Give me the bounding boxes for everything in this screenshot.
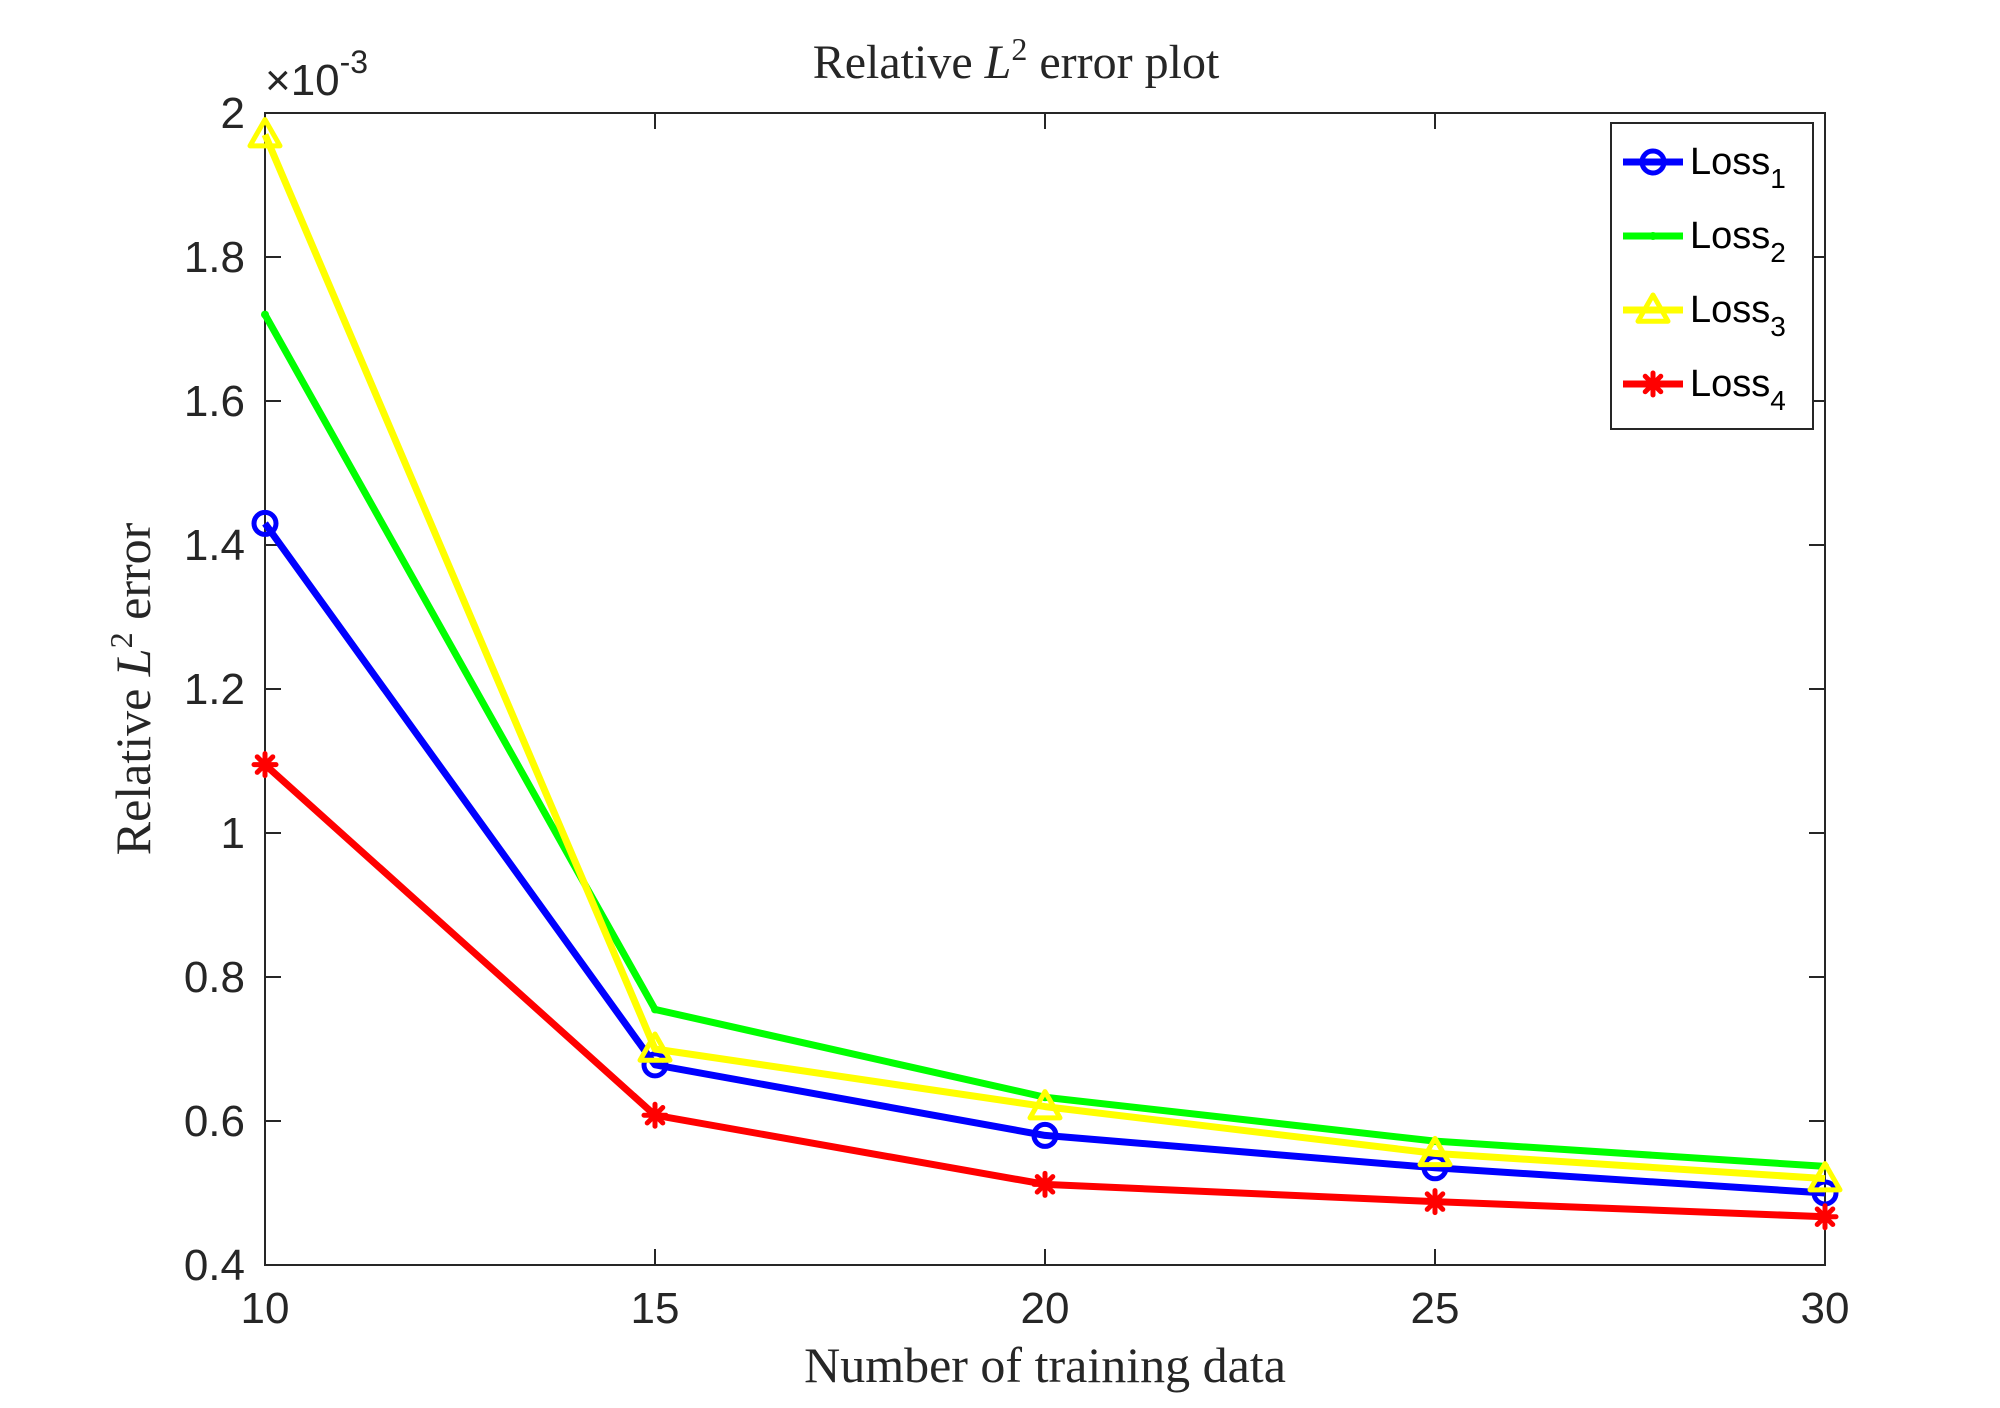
y-exponent-power: -3 — [340, 44, 368, 80]
title-symbol: L — [984, 36, 1012, 89]
legend-label-name: Loss — [1690, 363, 1770, 405]
series-line-loss-2 — [261, 312, 1826, 1170]
x-axis: 10 15 20 25 30 — [241, 113, 1850, 1333]
title-prefix: Relative — [813, 36, 985, 89]
y-tick-label: 1 — [221, 809, 245, 858]
data-point-loss-3 — [1027, 1089, 1063, 1121]
legend-marker — [1649, 232, 1657, 240]
series-loss-2 — [261, 310, 1829, 1171]
x-tick-label: 30 — [1801, 1284, 1850, 1333]
y-tick-label: 2 — [221, 89, 245, 138]
title-suffix: error plot — [1027, 36, 1220, 89]
y-axis-label: Relative L2 error — [103, 522, 161, 855]
ylabel-superscript: 2 — [103, 632, 139, 648]
legend-marker — [1639, 370, 1667, 398]
data-point-loss-2 — [651, 1005, 659, 1014]
title-superscript: 2 — [1011, 31, 1027, 67]
legend-label: Loss4 — [1690, 363, 1786, 416]
legend-marker — [1639, 148, 1667, 176]
y-tick-label: 0.8 — [184, 953, 245, 1002]
data-point-loss-2 — [261, 310, 269, 319]
legend-item-loss-4: Loss4 — [1623, 363, 1786, 416]
x-axis-label: Number of training data — [804, 1337, 1286, 1393]
y-tick-label: 1.2 — [184, 665, 245, 714]
legend-item-loss-2: Loss2 — [1623, 215, 1786, 268]
data-point-loss-1 — [1031, 1121, 1059, 1149]
y-axis: 0.4 0.6 0.8 1 1.2 1.4 1.6 1.8 2 — [184, 89, 1825, 1290]
series-loss-4 — [251, 751, 1839, 1231]
data-point-loss-4 — [251, 751, 279, 779]
series-line-loss-1 — [262, 521, 1826, 1197]
y-tick-label: 0.6 — [184, 1097, 245, 1146]
series-loss-1 — [251, 509, 1839, 1207]
ylabel-symbol: L — [105, 648, 161, 677]
data-point-loss-3 — [1417, 1135, 1453, 1168]
series-layer — [247, 117, 1843, 1231]
data-point-loss-1 — [641, 1051, 669, 1079]
legend-label-name: Loss — [1690, 289, 1770, 331]
legend-label: Loss1 — [1690, 141, 1786, 194]
x-tick-label: 15 — [631, 1284, 680, 1333]
data-point-loss-3 — [247, 117, 283, 149]
legend-label: Loss3 — [1690, 289, 1786, 342]
y-tick-label: 1.6 — [184, 377, 245, 426]
legend-item-loss-1: Loss1 — [1623, 141, 1786, 194]
data-point-loss-1 — [251, 509, 279, 537]
ylabel-prefix: Relative — [105, 676, 161, 855]
ylabel-suffix: error — [105, 522, 161, 632]
x-tick-label: 10 — [241, 1284, 290, 1333]
legend-marker — [1635, 292, 1671, 324]
x-tick-label: 20 — [1021, 1284, 1070, 1333]
x-tick-label: 25 — [1411, 1284, 1460, 1333]
legend-label-subscript: 3 — [1770, 311, 1786, 342]
data-point-loss-4 — [1811, 1203, 1839, 1231]
legend-label-name: Loss — [1690, 215, 1770, 257]
legend-label-subscript: 4 — [1770, 385, 1786, 416]
legend-label-subscript: 2 — [1770, 237, 1786, 268]
data-point-loss-4 — [1421, 1188, 1449, 1216]
y-tick-label: 0.4 — [184, 1241, 245, 1290]
data-point-loss-4 — [641, 1101, 669, 1129]
legend-label: Loss2 — [1690, 215, 1786, 268]
legend-item-loss-3: Loss3 — [1623, 289, 1786, 342]
data-point-loss-3 — [1807, 1161, 1843, 1193]
legend-label-subscript: 1 — [1770, 163, 1786, 194]
chart-title: Relative L2 error plot — [813, 31, 1220, 89]
data-point-loss-3 — [637, 1031, 673, 1063]
series-line-loss-3 — [261, 133, 1826, 1183]
y-exponent-times: ×10 — [265, 56, 340, 105]
y-tick-label: 1.4 — [184, 521, 245, 570]
legend-label-name: Loss — [1690, 141, 1770, 183]
y-tick-label: 1.8 — [184, 233, 245, 282]
series-loss-3 — [247, 117, 1843, 1193]
y-exponent-label: ×10-3 — [265, 44, 368, 105]
data-point-loss-4 — [1031, 1170, 1059, 1198]
